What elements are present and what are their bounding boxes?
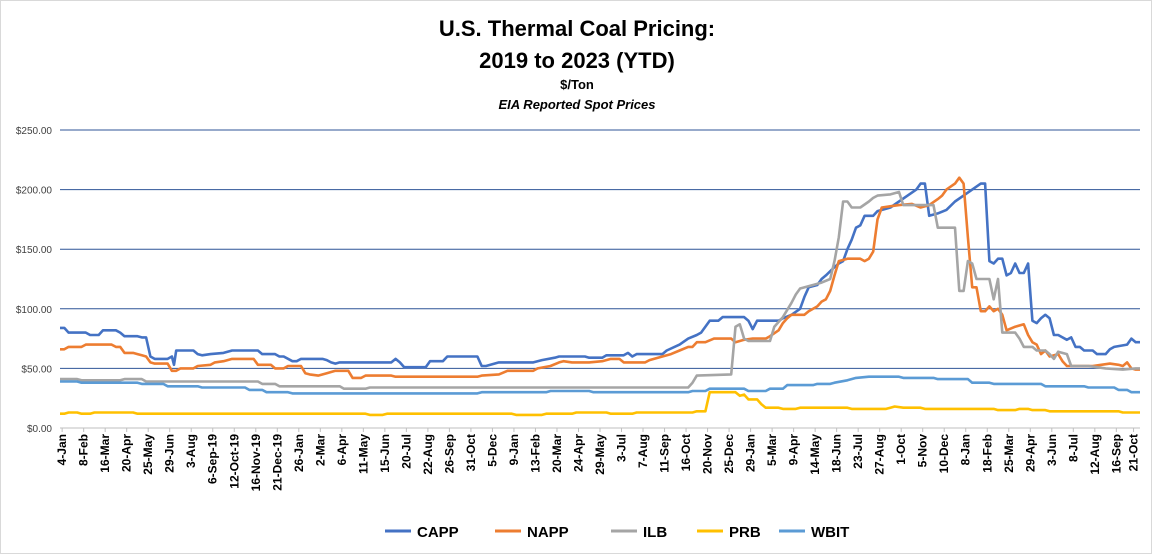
x-tick-label: 16-Nov-19: [249, 434, 263, 492]
chart-title-line-1: U.S. Thermal Coal Pricing:: [439, 16, 715, 41]
x-tick-label: 20-Apr: [120, 434, 134, 472]
chart-subtitle: $/Ton: [560, 77, 594, 92]
y-tick-label: $150.00: [16, 245, 53, 256]
x-tick-label: 31-Oct: [464, 434, 478, 471]
x-tick-label: 10-Dec: [937, 434, 951, 474]
x-tick-label: 25-Dec: [722, 434, 736, 474]
x-tick-label: 11-May: [356, 434, 370, 474]
x-tick-label: 9-Apr: [787, 434, 801, 466]
legend-label-prb: PRB: [729, 524, 761, 541]
x-tick-label: 14-May: [808, 434, 822, 475]
x-tick-label: 5-Nov: [916, 434, 930, 468]
x-tick-label: 16-Mar: [98, 434, 112, 473]
x-tick-label: 15-Jun: [378, 434, 392, 473]
x-tick-label: 26-Jan: [292, 434, 306, 472]
y-tick-label: $100.00: [16, 305, 53, 316]
series-line-wbit: [60, 375, 1140, 395]
x-tick-label: 29-May: [593, 434, 607, 475]
x-tick-label: 3-Aug: [184, 434, 198, 468]
legend-label-wbit: WBIT: [811, 524, 849, 541]
x-tick-label: 5-Dec: [485, 434, 499, 467]
series-lines: [60, 176, 1140, 417]
x-tick-label: 8-Jul: [1066, 434, 1080, 462]
x-tick-label: 12-Oct-19: [227, 434, 241, 489]
x-tick-label: 16-Sep: [1109, 434, 1123, 473]
x-tick-label: 16-Oct: [679, 434, 693, 471]
x-tick-label: 25-Mar: [1002, 434, 1016, 473]
x-tick-label: 26-Sep: [442, 434, 456, 473]
x-tick-label: 21-Dec-19: [270, 434, 284, 491]
x-tick-label: 24-Apr: [571, 434, 585, 472]
series-line-prb: [60, 390, 1140, 417]
x-tick-label: 8-Jan: [959, 434, 973, 465]
x-tick-label: 20-Jul: [399, 434, 413, 469]
x-tick-label: 27-Aug: [873, 434, 887, 475]
x-tick-label: 29-Apr: [1023, 434, 1037, 472]
x-tick-label: 1-Oct: [894, 434, 908, 465]
legend-label-ilb: ILB: [643, 524, 667, 541]
x-tick-label: 12-Aug: [1088, 434, 1102, 475]
x-tick-label: 3-Jul: [615, 434, 629, 462]
x-tick-label: 29-Jun: [163, 434, 177, 473]
x-tick-label: 4-Jan: [55, 434, 69, 465]
x-tick-label: 22-Aug: [421, 434, 435, 475]
series-line-ilb: [60, 190, 1140, 390]
legend-label-napp: NAPP: [527, 524, 569, 541]
x-tick-label: 23-Jul: [851, 434, 865, 469]
x-tick-label: 5-Mar: [765, 434, 779, 466]
y-axis: $0.00 $50.00 $100.00 $150.00 $200.00 $250.00: [16, 126, 53, 435]
x-tick-label: 3-Jun: [1045, 434, 1059, 466]
chart-titles: U.S. Thermal Coal Pricing: 2019 to 2023 …: [439, 16, 715, 112]
x-axis: 4-Jan 8-Feb 16-Mar 20-Apr 25-May 29-Jun 3-Aug 6…: [55, 428, 1141, 492]
y-tick-label: $0.00: [27, 424, 52, 435]
x-tick-label: 9-Jan: [507, 434, 521, 465]
series-line-napp: [60, 176, 1140, 380]
y-tick-label: $50.00: [21, 364, 52, 375]
x-tick-label: 20-Nov: [701, 434, 715, 474]
x-tick-label: 7-Aug: [636, 434, 650, 468]
x-tick-label: 25-May: [141, 434, 155, 475]
series-line-capp: [60, 182, 1140, 369]
x-tick-label: 6-Sep-19: [206, 434, 220, 484]
legend-label-capp: CAPP: [417, 524, 459, 541]
x-tick-label: 13-Feb: [528, 434, 542, 473]
x-tick-label: 20-Mar: [550, 434, 564, 473]
x-tick-label: 18-Feb: [980, 434, 994, 473]
gridlines: [60, 129, 1140, 429]
y-tick-label: $250.00: [16, 126, 53, 137]
y-tick-label: $200.00: [16, 186, 53, 197]
x-tick-label: 29-Jan: [744, 434, 758, 472]
legend: CAPP NAPP ILB PRB WBIT: [385, 524, 849, 541]
chart-subtitle-source: EIA Reported Spot Prices: [499, 97, 656, 112]
x-tick-label: 6-Apr: [335, 434, 349, 466]
x-tick-label: 11-Sep: [658, 434, 672, 473]
x-tick-label: 2-Mar: [313, 434, 327, 466]
x-tick-label: 21-Oct: [1127, 434, 1141, 471]
x-tick-label: 8-Feb: [77, 434, 91, 466]
x-tick-label: 18-Jun: [830, 434, 844, 473]
chart-title-line-2: 2019 to 2023 (YTD): [479, 48, 675, 73]
